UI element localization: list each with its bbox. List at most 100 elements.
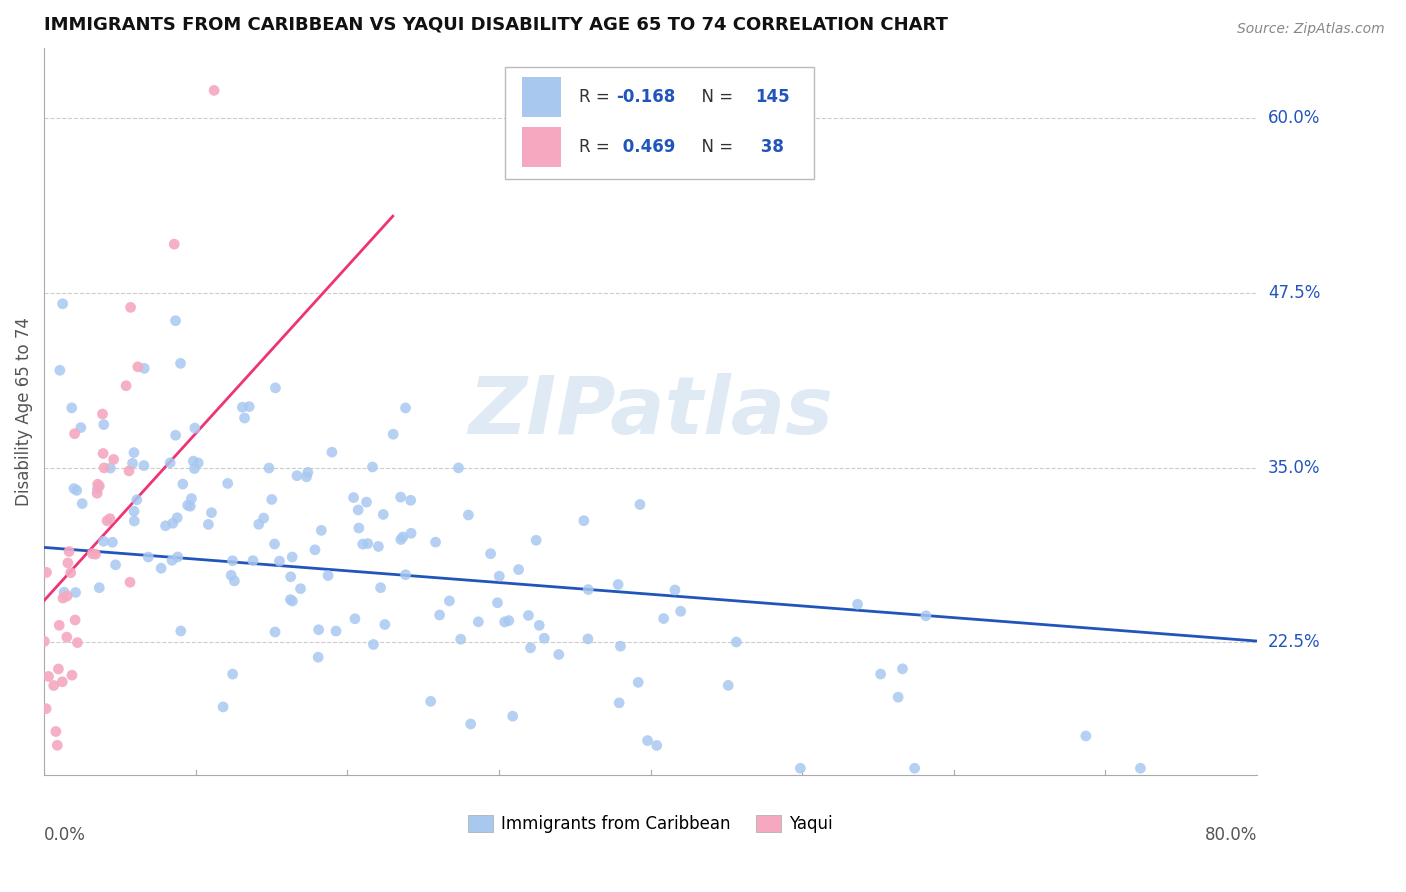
Point bbox=[69, 420, 91, 434]
Text: 0.0%: 0.0% bbox=[44, 826, 86, 844]
FancyBboxPatch shape bbox=[505, 67, 814, 179]
Point bbox=[124, 514, 146, 528]
Point bbox=[63, 426, 86, 441]
Point bbox=[325, 624, 347, 638]
Point bbox=[502, 709, 524, 723]
Point bbox=[59, 566, 82, 580]
Point bbox=[159, 456, 181, 470]
Text: R =: R = bbox=[579, 88, 614, 106]
Point bbox=[238, 400, 260, 414]
Point bbox=[343, 612, 366, 626]
Point bbox=[48, 662, 70, 676]
Point bbox=[260, 492, 283, 507]
Point bbox=[101, 535, 124, 549]
Point bbox=[342, 491, 364, 505]
FancyBboxPatch shape bbox=[522, 77, 561, 117]
Point bbox=[184, 421, 207, 435]
Point bbox=[52, 297, 75, 311]
Text: 47.5%: 47.5% bbox=[1268, 284, 1320, 302]
Point bbox=[664, 582, 686, 597]
Point bbox=[789, 761, 811, 775]
Point bbox=[118, 464, 141, 478]
Text: IMMIGRANTS FROM CARIBBEAN VS YAQUI DISABILITY AGE 65 TO 74 CORRELATION CHART: IMMIGRANTS FROM CARIBBEAN VS YAQUI DISAB… bbox=[44, 15, 948, 33]
Point bbox=[479, 547, 502, 561]
Point bbox=[297, 466, 319, 480]
FancyBboxPatch shape bbox=[522, 127, 561, 167]
Point bbox=[389, 533, 412, 547]
Point bbox=[125, 492, 148, 507]
Text: Source: ZipAtlas.com: Source: ZipAtlas.com bbox=[1237, 22, 1385, 37]
Point bbox=[89, 479, 111, 493]
Point bbox=[572, 514, 595, 528]
Point bbox=[419, 694, 441, 708]
Point bbox=[86, 477, 108, 491]
Point bbox=[281, 549, 304, 564]
Point bbox=[70, 497, 93, 511]
Point bbox=[38, 669, 60, 683]
Text: 145: 145 bbox=[755, 88, 789, 106]
Point bbox=[122, 445, 145, 459]
Point bbox=[460, 717, 482, 731]
Point bbox=[169, 356, 191, 370]
Point bbox=[281, 594, 304, 608]
Point bbox=[263, 537, 285, 551]
Point bbox=[53, 585, 76, 599]
Point bbox=[363, 638, 385, 652]
Point bbox=[82, 547, 104, 561]
Point bbox=[104, 558, 127, 572]
Point bbox=[457, 508, 479, 522]
Point bbox=[316, 568, 339, 582]
Point bbox=[257, 461, 280, 475]
Point bbox=[915, 608, 938, 623]
Point bbox=[264, 625, 287, 640]
Text: N =: N = bbox=[690, 88, 738, 106]
Point bbox=[51, 674, 73, 689]
Point bbox=[132, 458, 155, 473]
Point bbox=[352, 537, 374, 551]
Text: 0.469: 0.469 bbox=[617, 137, 675, 155]
Point bbox=[1074, 729, 1097, 743]
Point bbox=[155, 518, 177, 533]
Point bbox=[233, 411, 256, 425]
Point bbox=[56, 630, 79, 644]
Point bbox=[399, 493, 422, 508]
Point bbox=[295, 470, 318, 484]
Point bbox=[35, 566, 58, 580]
Text: 80.0%: 80.0% bbox=[1205, 826, 1257, 844]
Point bbox=[166, 549, 188, 564]
Point bbox=[221, 667, 243, 681]
Y-axis label: Disability Age 65 to 74: Disability Age 65 to 74 bbox=[15, 318, 32, 507]
Point bbox=[56, 556, 79, 570]
Point bbox=[46, 739, 69, 753]
Legend: Immigrants from Caribbean, Yaqui: Immigrants from Caribbean, Yaqui bbox=[461, 808, 839, 839]
Point bbox=[181, 454, 204, 468]
Point bbox=[304, 542, 326, 557]
Point bbox=[391, 530, 413, 544]
Point bbox=[179, 500, 201, 514]
Point bbox=[63, 613, 86, 627]
Point bbox=[217, 476, 239, 491]
Point bbox=[447, 461, 470, 475]
Point bbox=[91, 407, 114, 421]
Point bbox=[269, 554, 291, 568]
Point bbox=[576, 632, 599, 646]
Point bbox=[63, 482, 86, 496]
Point bbox=[347, 521, 370, 535]
Point bbox=[136, 549, 159, 564]
Point bbox=[247, 517, 270, 532]
Text: N =: N = bbox=[690, 137, 738, 155]
Point bbox=[224, 574, 246, 588]
Point bbox=[576, 582, 599, 597]
Point bbox=[120, 301, 142, 315]
Point bbox=[607, 696, 630, 710]
Text: 35.0%: 35.0% bbox=[1268, 458, 1320, 476]
Point bbox=[202, 83, 225, 97]
Point bbox=[652, 611, 675, 625]
Text: 22.5%: 22.5% bbox=[1268, 633, 1320, 651]
Point bbox=[645, 739, 668, 753]
Point bbox=[429, 607, 451, 622]
Point bbox=[34, 634, 56, 648]
Point bbox=[89, 581, 111, 595]
Point bbox=[508, 563, 530, 577]
Text: 38: 38 bbox=[755, 137, 783, 155]
